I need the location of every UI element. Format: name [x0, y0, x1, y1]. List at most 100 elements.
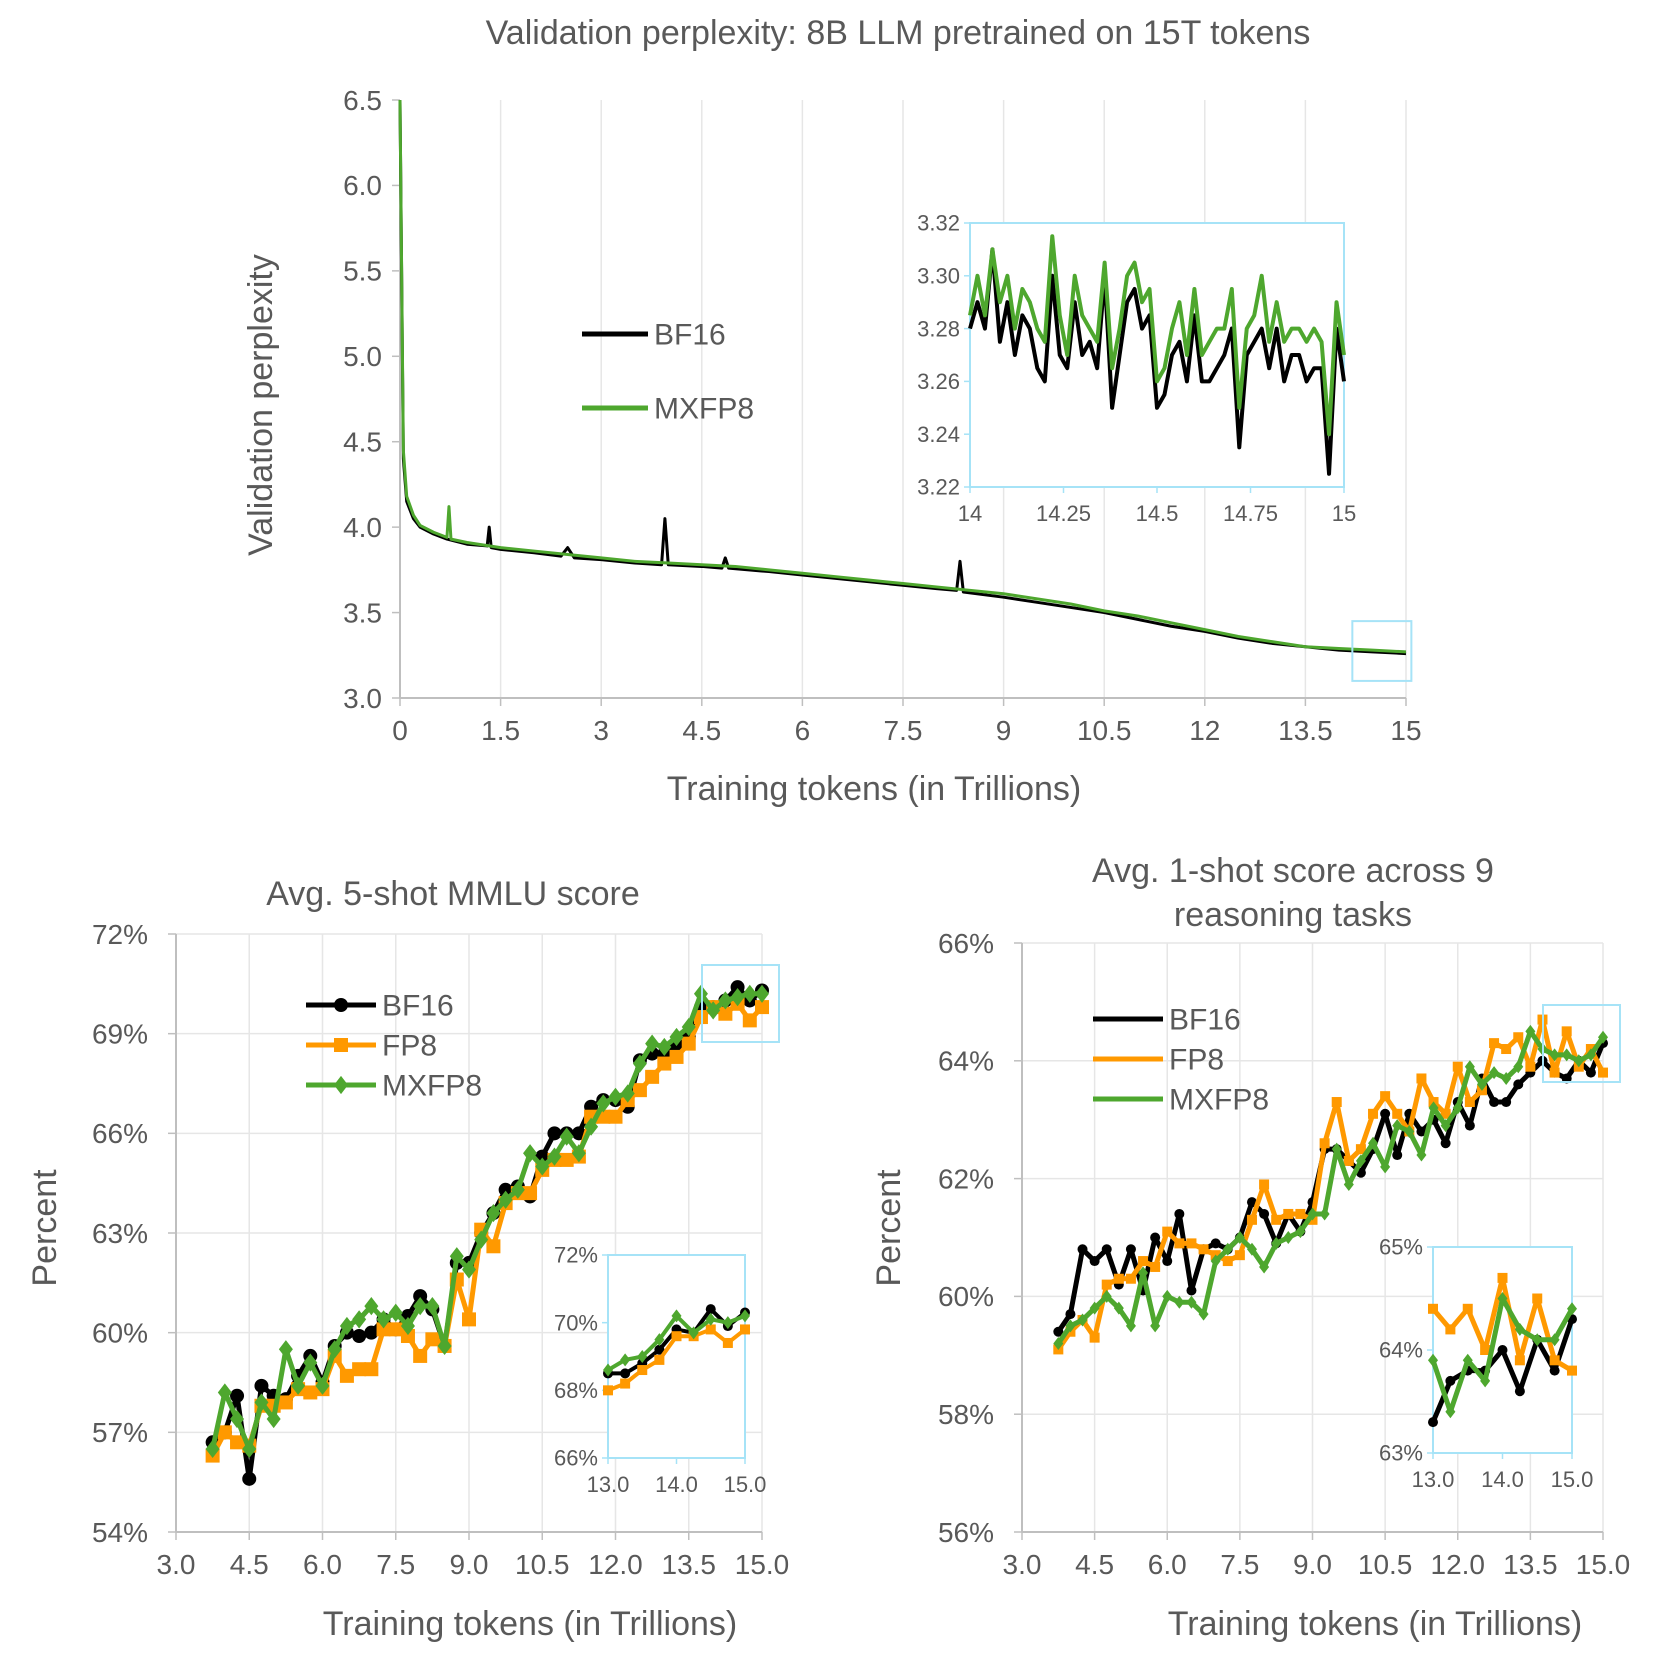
data-point-mxfp8 [523, 1144, 538, 1163]
data-point-bf16 [1428, 1417, 1438, 1428]
data-point-mxfp8 [608, 1087, 623, 1106]
data-point-mxfp8 [1380, 1160, 1391, 1174]
inset-y-tick-label: 70% [554, 1310, 598, 1335]
data-point-bf16 [1585, 1067, 1596, 1078]
legend-mmlu: BF16 FP8 MXFP8 [306, 990, 482, 1103]
data-point-fp8 [637, 1365, 648, 1376]
x-tick-label: 15.0 [735, 1549, 790, 1580]
data-point-mxfp8 [339, 1316, 354, 1336]
data-point-bf16 [1065, 1309, 1076, 1320]
data-point-mxfp8 [722, 1316, 733, 1330]
data-point-fp8 [1271, 1214, 1282, 1225]
data-point-mxfp8 [327, 1340, 342, 1359]
x-tick-label: 9.0 [450, 1549, 489, 1580]
data-point-mxfp8 [364, 1296, 379, 1316]
data-point-bf16 [1497, 1345, 1508, 1355]
legend-label-mxfp8: MXFP8 [1169, 1084, 1269, 1117]
inset-x-tick-label: 14.25 [1036, 501, 1091, 526]
data-point-fp8 [1480, 1345, 1491, 1355]
data-point-fp8 [1198, 1244, 1209, 1255]
y-tick-label: 72% [92, 919, 148, 950]
inset-y-tick-label: 64% [1379, 1338, 1423, 1363]
data-point-mxfp8 [1343, 1177, 1354, 1191]
data-point-mxfp8 [1174, 1295, 1185, 1309]
data-point-mxfp8 [654, 1333, 665, 1347]
x-tick-label: 15.0 [1576, 1549, 1631, 1580]
data-point-mxfp8 [217, 1383, 232, 1402]
data-point-mxfp8 [1295, 1225, 1306, 1239]
data-point-mxfp8 [671, 1309, 682, 1323]
data-point-mxfp8 [688, 1326, 699, 1340]
data-point-fp8 [1416, 1073, 1427, 1084]
inset-x-tick-label: 14.5 [1136, 501, 1179, 526]
data-point-mxfp8 [669, 1027, 684, 1047]
x-tick-label: 12 [1189, 715, 1220, 746]
series-line-fp8 [1056, 1017, 1606, 1351]
data-point-fp8 [681, 1036, 696, 1051]
data-point-fp8 [1319, 1138, 1330, 1149]
data-point-bf16 [1464, 1120, 1475, 1131]
data-point-mxfp8 [1065, 1319, 1076, 1333]
data-point-fp8 [1452, 1061, 1463, 1072]
data-point-bf16 [705, 1304, 716, 1315]
data-point-fp8 [1174, 1238, 1185, 1249]
y-tick-label: 57% [92, 1417, 148, 1448]
y-tick-label: 5.0 [343, 341, 382, 372]
inset-x-tick-label: 15.0 [724, 1472, 767, 1497]
y-axis-label-mmlu: Percent [26, 1169, 64, 1287]
data-point-mxfp8 [1138, 1266, 1149, 1280]
data-point-bf16 [413, 1289, 428, 1304]
data-point-bf16 [1162, 1256, 1173, 1267]
data-point-fp8 [755, 1000, 769, 1015]
data-point-mxfp8 [1462, 1353, 1473, 1367]
inset-y-tick-label: 3.22 [917, 475, 960, 500]
data-point-mxfp8 [1598, 1030, 1608, 1044]
data-point-fp8 [1162, 1226, 1173, 1237]
x-tick-label: 12.0 [588, 1549, 643, 1580]
data-point-fp8 [1464, 1097, 1475, 1108]
data-point-fp8 [1525, 1061, 1536, 1072]
x-tick-label: 7.5 [1220, 1549, 1259, 1580]
zoom-box-mmlu [701, 964, 780, 1043]
data-point-fp8 [413, 1348, 428, 1363]
data-point-fp8 [1125, 1273, 1136, 1284]
data-point-fp8 [1355, 1144, 1366, 1155]
data-point-fp8 [364, 1362, 379, 1377]
data-point-fp8 [654, 1354, 665, 1365]
x-tick-label: 7.5 [376, 1549, 415, 1580]
data-point-fp8 [1380, 1091, 1391, 1102]
data-point-bf16 [1210, 1238, 1221, 1249]
data-point-fp8 [1514, 1355, 1525, 1366]
data-point-fp8 [1138, 1256, 1149, 1267]
mmlu-series [205, 980, 769, 1486]
legend-label-fp8: FP8 [1169, 1044, 1224, 1077]
inset-y-tick-label: 3.30 [917, 264, 960, 289]
data-point-mxfp8 [1259, 1260, 1270, 1274]
y-tick-label: 63% [92, 1218, 148, 1249]
inset-frame [607, 1254, 746, 1459]
data-point-bf16 [1053, 1326, 1064, 1337]
inset-x-tick-label: 14.75 [1223, 501, 1278, 526]
x-tick-label: 6.0 [303, 1549, 342, 1580]
data-point-mxfp8 [376, 1310, 391, 1329]
data-point-mxfp8 [1452, 1101, 1463, 1115]
data-point-mxfp8 [1307, 1207, 1318, 1221]
data-point-fp8 [462, 1312, 476, 1327]
data-point-bf16 [1416, 1126, 1427, 1137]
data-point-fp8 [1462, 1303, 1473, 1314]
data-point-mxfp8 [1234, 1231, 1245, 1244]
data-point-mxfp8 [730, 988, 745, 1007]
data-point-mxfp8 [413, 1296, 428, 1316]
data-point-mxfp8 [705, 1312, 716, 1326]
data-point-mxfp8 [315, 1376, 330, 1395]
data-point-fp8 [671, 1331, 682, 1342]
legend-label-bf16: BF16 [654, 319, 726, 352]
chart-title-perplexity: Validation perplexity: 8B LLM pretrained… [486, 14, 1311, 52]
data-point-mxfp8 [603, 1363, 613, 1377]
data-point-fp8 [230, 1435, 245, 1450]
y-tick-label: 69% [92, 1018, 148, 1049]
zoom-box-perplexity [1351, 620, 1413, 682]
inset-y-tick-label: 63% [1379, 1441, 1423, 1466]
chart-title-reasoning-line1: Avg. 1-shot score across 9 [1092, 852, 1494, 890]
data-point-bf16 [620, 1368, 631, 1379]
